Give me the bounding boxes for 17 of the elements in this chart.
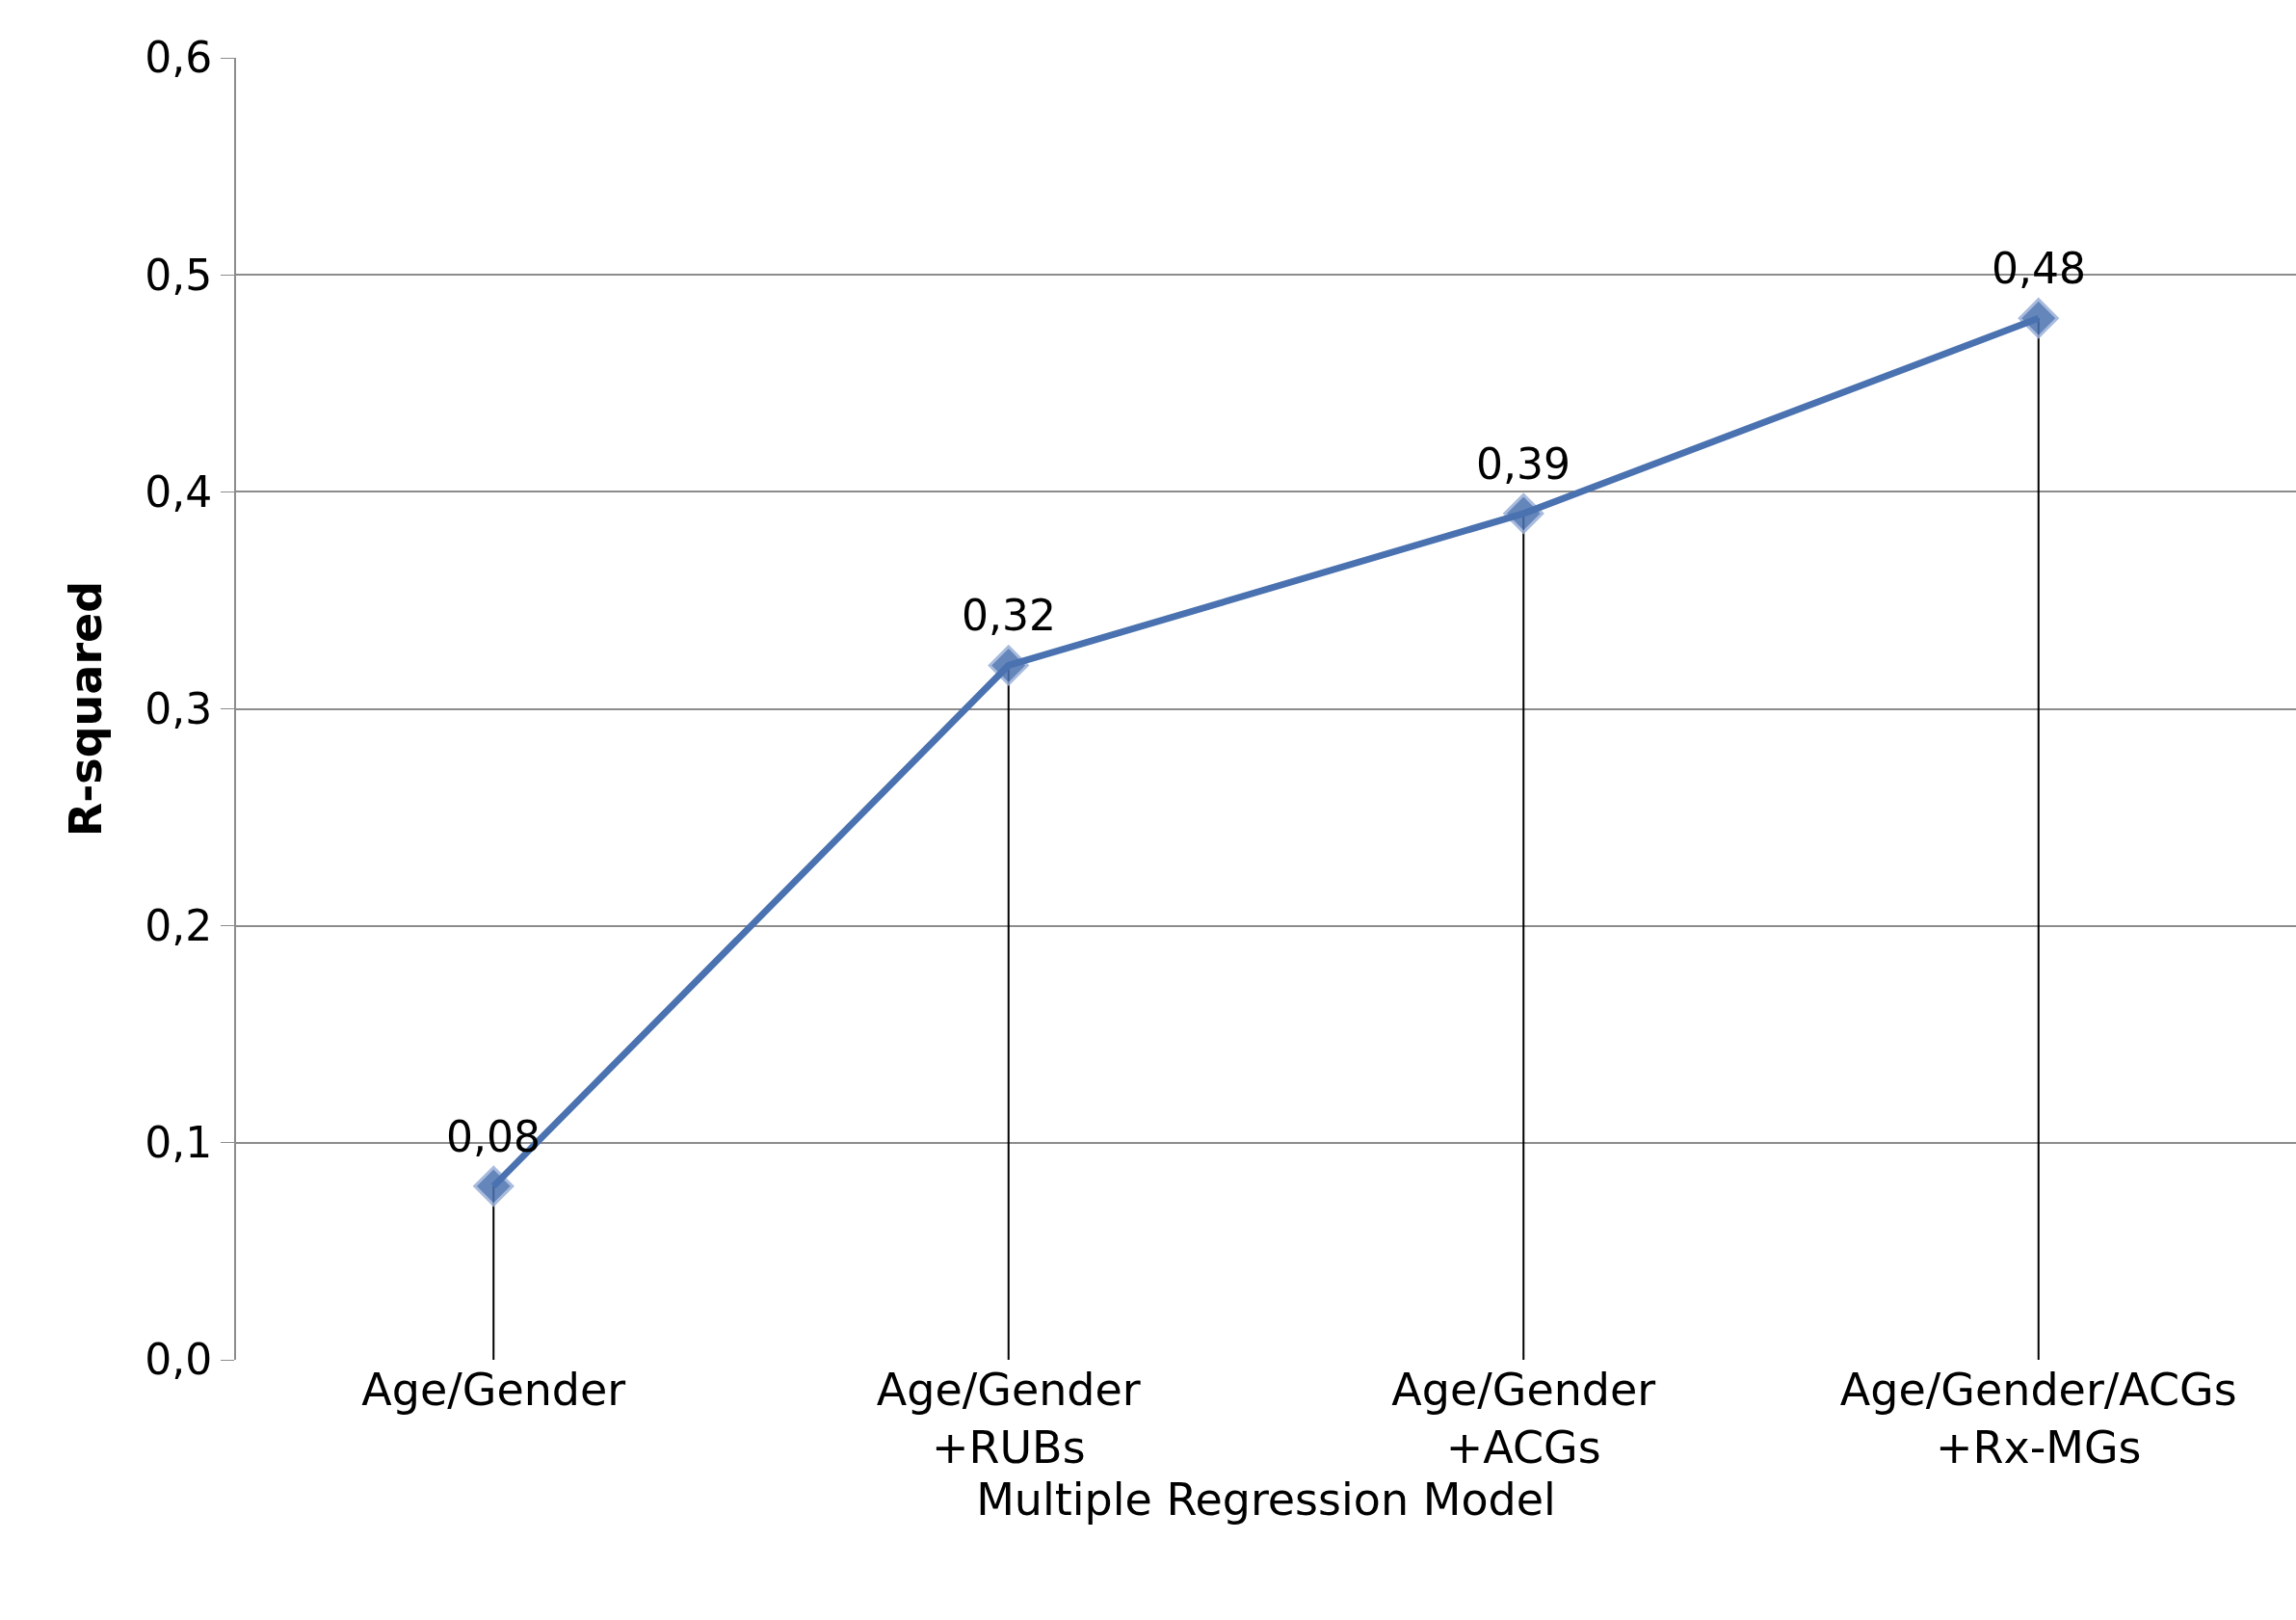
y-axis-title: R-squared: [60, 580, 113, 837]
data-label: 0,39: [1476, 439, 1570, 489]
y-tick-label: 0,1: [145, 1118, 213, 1168]
y-tick-label: 0,3: [145, 683, 213, 733]
y-tick-label: 0,6: [145, 33, 213, 83]
data-label: 0,08: [446, 1112, 541, 1161]
y-tick-label: 0,2: [145, 901, 213, 951]
y-tick-label: 0,5: [145, 250, 213, 300]
x-tick-label: Age/Gender +ACGs: [1391, 1364, 1656, 1474]
x-axis-title: Multiple Regression Model: [976, 1473, 1556, 1526]
data-label: 0,32: [962, 591, 1056, 640]
x-tick-label: Age/Gender +RUBs: [876, 1364, 1141, 1474]
y-tick-label: 0,0: [145, 1335, 213, 1385]
x-tick-label: Age/Gender: [361, 1364, 626, 1416]
x-tick-label: Age/Gender/ACGs +Rx-MGs: [1839, 1364, 2237, 1474]
data-label: 0,48: [1992, 244, 2086, 293]
y-tick-label: 0,4: [145, 466, 213, 517]
